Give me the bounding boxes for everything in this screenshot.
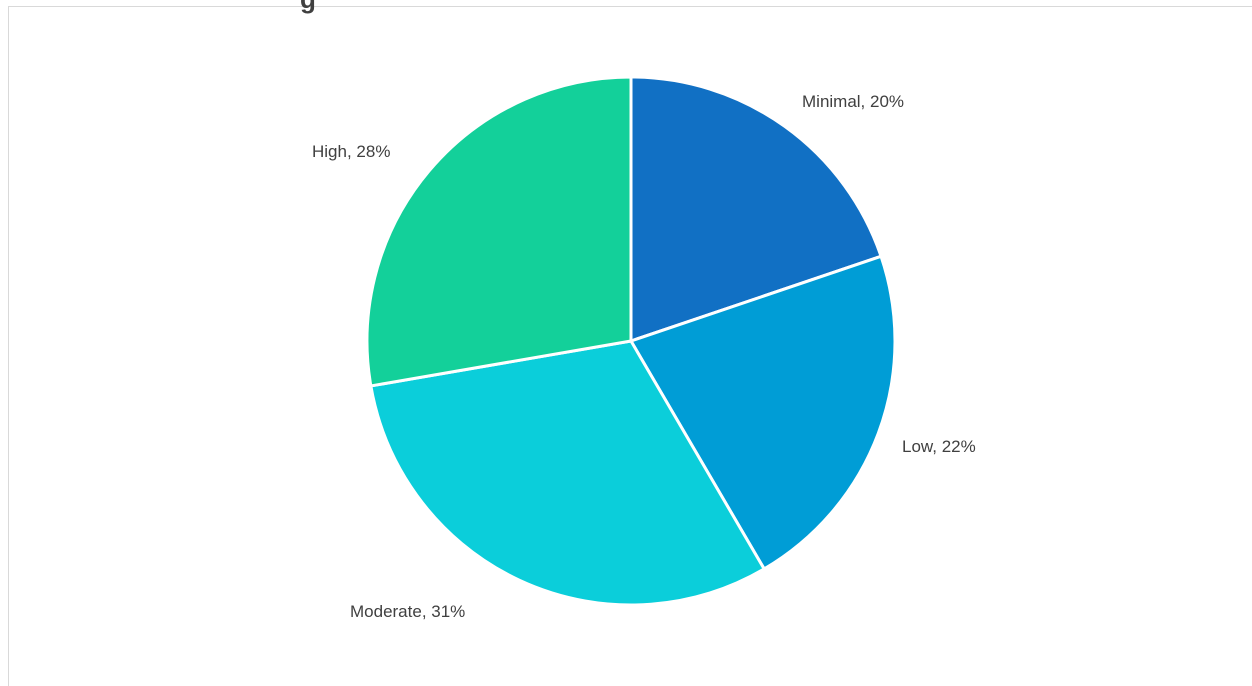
chart-frame <box>8 6 1252 686</box>
pie-labels: Minimal, 20% Low, 22% Moderate, 31% High, 2… <box>312 92 976 621</box>
pie-slice-low <box>629 254 897 571</box>
pie-slice-moderate <box>369 339 766 607</box>
data-label-minimal: Minimal, 20% <box>802 92 904 111</box>
data-label-moderate: Moderate, 31% <box>350 602 465 621</box>
pie-slice-high <box>365 75 633 388</box>
pie-slice-minimal <box>629 75 883 343</box>
data-label-low: Low, 22% <box>902 437 976 456</box>
data-label-high: High, 28% <box>312 142 390 161</box>
pie-slices <box>365 75 897 607</box>
